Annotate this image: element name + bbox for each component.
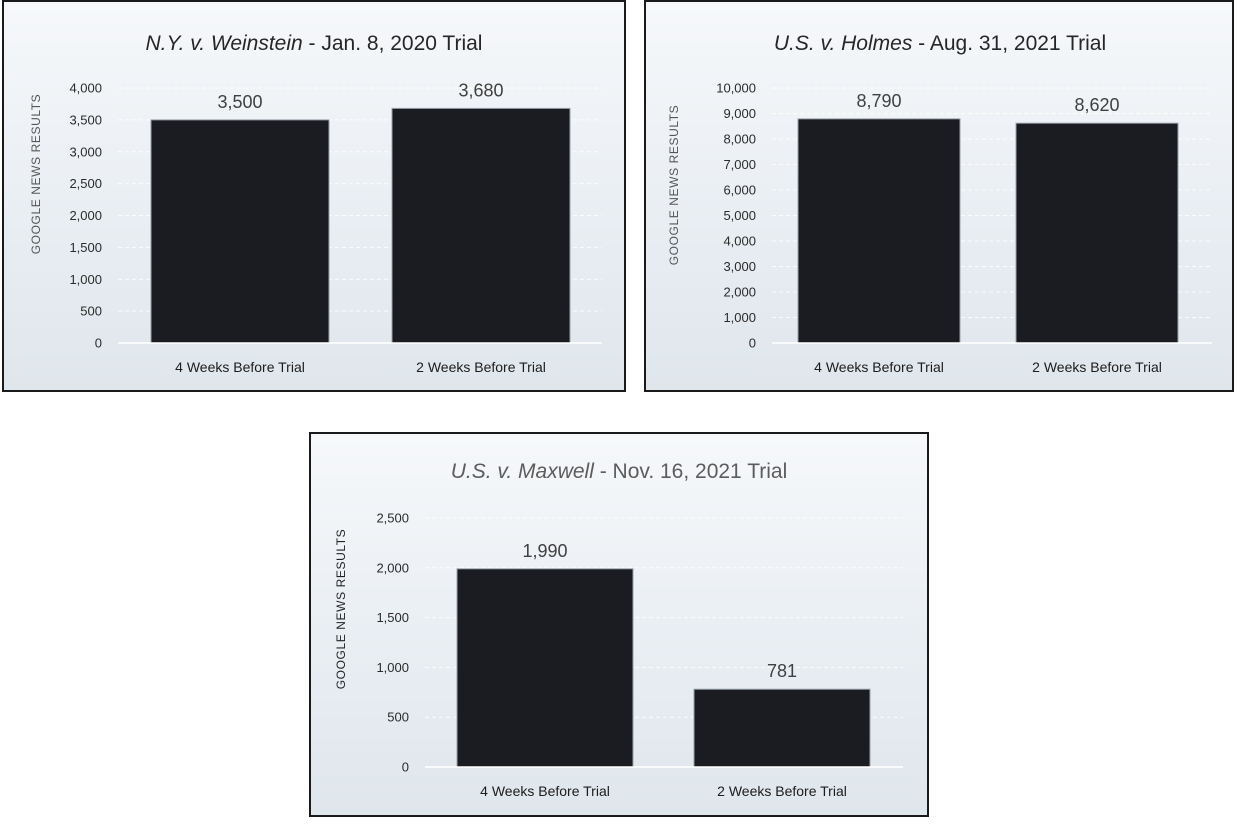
y-tick-label: 8,000 xyxy=(723,132,756,147)
chart-title: U.S. v. Holmes - Aug. 31, 2021 Trial xyxy=(774,32,1106,55)
y-tick-label: 3,500 xyxy=(69,112,102,127)
y-tick-label: 2,500 xyxy=(376,511,409,526)
y-tick-label: 2,500 xyxy=(69,176,102,191)
y-tick-label: 9,000 xyxy=(723,106,756,121)
y-tick-label: 500 xyxy=(387,710,409,725)
bar-maxwell-4-weeks xyxy=(456,568,634,768)
y-tick-label: 1,500 xyxy=(376,610,409,625)
chart-panel-holmes: U.S. v. Holmes - Aug. 31, 2021 Trial GOOG… xyxy=(644,0,1234,392)
bar-weinstein-4-weeks xyxy=(150,119,330,344)
chart-panel-weinstein: N.Y. v. Weinstein - Jan. 8, 2020 Trial GO… xyxy=(2,0,626,392)
y-tick-label: 4,000 xyxy=(723,234,756,249)
chart-title-case: U.S. v. Maxwell xyxy=(451,460,595,483)
y-tick-label: 0 xyxy=(402,760,409,775)
chart-title-date: - Nov. 16, 2021 Trial xyxy=(594,460,787,483)
bar-value-label: 8,620 xyxy=(1074,95,1119,115)
y-tick-label: 500 xyxy=(80,304,102,319)
y-tick-label: 2,000 xyxy=(69,208,102,223)
bar-value-label: 1,990 xyxy=(522,541,567,561)
y-tick-label: 2,000 xyxy=(723,285,756,300)
x-category-label: 2 Weeks Before Trial xyxy=(717,783,847,799)
bar-value-label: 8,790 xyxy=(856,91,901,111)
chart-title: U.S. v. Maxwell - Nov. 16, 2021 Trial xyxy=(451,460,788,483)
x-category-label: 4 Weeks Before Trial xyxy=(175,359,305,375)
bar-chart-weinstein: N.Y. v. Weinstein - Jan. 8, 2020 Trial GO… xyxy=(29,32,602,375)
bar-holmes-4-weeks xyxy=(797,118,961,344)
y-tick-label: 5,000 xyxy=(723,208,756,223)
y-tick-label: 2,000 xyxy=(376,560,409,575)
chart-panel-maxwell: U.S. v. Maxwell - Nov. 16, 2021 Trial GOO… xyxy=(309,432,929,817)
bar-maxwell-2-weeks xyxy=(693,688,871,768)
x-category-label: 4 Weeks Before Trial xyxy=(814,359,944,375)
chart-title-date: - Jan. 8, 2020 Trial xyxy=(303,32,483,55)
bar-chart-maxwell: U.S. v. Maxwell - Nov. 16, 2021 Trial GOO… xyxy=(334,460,903,799)
y-tick-label: 3,000 xyxy=(723,259,756,274)
chart-title-date: - Aug. 31, 2021 Trial xyxy=(912,32,1106,55)
y-tick-label: 1,000 xyxy=(69,272,102,287)
bar-value-label: 3,500 xyxy=(217,92,262,112)
x-category-label: 2 Weeks Before Trial xyxy=(1032,359,1162,375)
bar-value-label: 3,680 xyxy=(458,80,503,100)
chart-title: N.Y. v. Weinstein - Jan. 8, 2020 Trial xyxy=(146,32,483,55)
y-tick-label: 3,000 xyxy=(69,144,102,159)
y-tick-label: 0 xyxy=(749,336,756,351)
chart-title-case: U.S. v. Holmes xyxy=(774,32,913,55)
y-axis-label: GOOGLE NEWS RESULTS xyxy=(29,94,43,255)
y-tick-label: 6,000 xyxy=(723,183,756,198)
y-axis-label: GOOGLE NEWS RESULTS xyxy=(334,529,348,690)
y-tick-label: 7,000 xyxy=(723,157,756,172)
y-axis-label: GOOGLE NEWS RESULTS xyxy=(667,105,681,266)
y-tick-label: 1,000 xyxy=(723,310,756,325)
y-tick-label: 0 xyxy=(95,336,102,351)
x-category-label: 2 Weeks Before Trial xyxy=(416,359,546,375)
bar-weinstein-2-weeks xyxy=(391,107,571,344)
y-tick-label: 4,000 xyxy=(69,81,102,96)
bar-chart-holmes: U.S. v. Holmes - Aug. 31, 2021 Trial GOOG… xyxy=(667,32,1212,375)
x-category-label: 4 Weeks Before Trial xyxy=(480,783,610,799)
y-tick-label: 1,500 xyxy=(69,240,102,255)
bar-holmes-2-weeks xyxy=(1015,122,1179,344)
y-tick-label: 10,000 xyxy=(716,81,756,96)
chart-title-case: N.Y. v. Weinstein xyxy=(146,32,303,55)
y-tick-label: 1,000 xyxy=(376,660,409,675)
bar-value-label: 781 xyxy=(767,661,797,681)
